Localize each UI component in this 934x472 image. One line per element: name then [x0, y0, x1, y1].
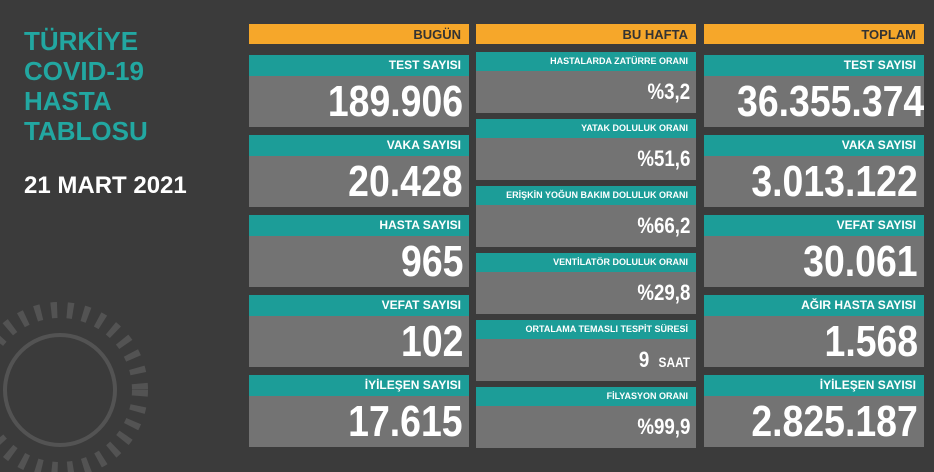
logo-watermark	[0, 302, 148, 472]
value-text: %66,2	[636, 213, 690, 238]
value-text: 1.568	[824, 317, 918, 366]
value-text: %29,8	[636, 280, 690, 305]
item-value: %29,8	[476, 272, 696, 314]
value-text: 965	[400, 237, 463, 286]
value-text: 17.615	[348, 397, 463, 446]
item-value: 20.428	[249, 156, 469, 207]
title-line: HASTA	[24, 86, 112, 116]
value-text: %51,6	[636, 146, 690, 171]
item-label: ORTALAMA TEMASLI TESPİT SÜRESİ	[476, 320, 696, 339]
item-value: 9 SAAT	[476, 339, 696, 381]
column-header: BU HAFTA	[476, 24, 696, 44]
item-label: HASTA SAYISI	[249, 215, 469, 236]
item-value: 3.013.122	[704, 156, 924, 207]
item-label: FİLYASYON ORANI	[476, 387, 696, 406]
date: 21 MART 2021	[24, 172, 187, 199]
value-text: %3,2	[647, 79, 690, 104]
value-text: 189.906	[327, 77, 463, 126]
value-text: 3.013.122	[751, 157, 918, 206]
item-value: 17.615	[249, 396, 469, 447]
item-label: ERİŞKİN YOĞUN BAKIM DOLULUK ORANI	[476, 186, 696, 205]
value-unit: SAAT	[658, 354, 690, 370]
title-line: TABLOSU	[24, 116, 148, 146]
title-line: COVID-19	[24, 56, 144, 86]
title-line: TÜRKİYE	[24, 26, 139, 56]
item-label: VENTİLATÖR DOLULUK ORANI	[476, 253, 696, 272]
item-value: 30.061	[704, 236, 924, 287]
value-text: 9	[638, 347, 649, 372]
value-text: 20.428	[348, 157, 463, 206]
item-value: %99,9	[476, 406, 696, 448]
title: TÜRKİYE COVID-19 HASTA TABLOSU	[24, 26, 148, 146]
value-text: 2.825.187	[751, 397, 918, 446]
item-value: 102	[249, 316, 469, 367]
item-value: 2.825.187	[704, 396, 924, 447]
item-label: TEST SAYISI	[249, 55, 469, 76]
column-header: BUGÜN	[249, 24, 469, 44]
item-label: İYİLEŞEN SAYISI	[704, 375, 924, 396]
item-label: TEST SAYISI	[704, 55, 924, 76]
value-text: 30.061	[803, 237, 918, 286]
column-header: TOPLAM	[704, 24, 924, 44]
value-text: 36.355.374	[737, 77, 925, 126]
item-label: VAKA SAYISI	[249, 135, 469, 156]
item-value: %66,2	[476, 205, 696, 247]
item-label: VEFAT SAYISI	[249, 295, 469, 316]
item-label: HASTALARDA ZATÜRRE ORANI	[476, 52, 696, 71]
item-value: %3,2	[476, 71, 696, 113]
item-value: 36.355.374	[704, 76, 924, 127]
value-text: %99,9	[636, 414, 690, 439]
item-value: 1.568	[704, 316, 924, 367]
item-label: İYİLEŞEN SAYISI	[249, 375, 469, 396]
item-label: YATAK DOLULUK ORANI	[476, 119, 696, 138]
item-value: 965	[249, 236, 469, 287]
item-value: %51,6	[476, 138, 696, 180]
item-label: VEFAT SAYISI	[704, 215, 924, 236]
item-label: AĞIR HASTA SAYISI	[704, 295, 924, 316]
value-text: 102	[400, 317, 463, 366]
item-label: VAKA SAYISI	[704, 135, 924, 156]
item-value: 189.906	[249, 76, 469, 127]
